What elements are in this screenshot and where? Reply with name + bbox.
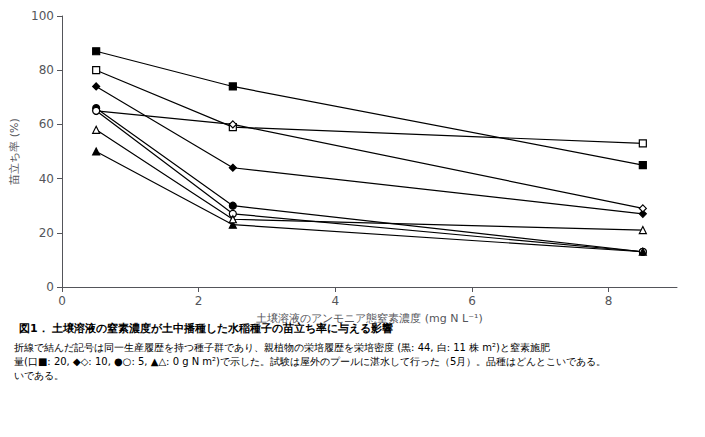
svg-text:いである。: いである。 — [14, 370, 64, 381]
svg-text:6: 6 — [468, 294, 476, 308]
svg-text:0: 0 — [58, 294, 66, 308]
svg-text:2: 2 — [195, 294, 203, 308]
svg-text:20: 20 — [39, 226, 54, 240]
svg-text:100: 100 — [31, 9, 54, 23]
svg-text:土壌溶液のアンモニア態窒素濃度 (mg N L⁻¹): 土壌溶液のアンモニア態窒素濃度 (mg N L⁻¹) — [256, 312, 483, 325]
svg-text:折線で結んだ記号は同一生産履歴を持つ種子群であり、親植物の栄: 折線で結んだ記号は同一生産履歴を持つ種子群であり、親植物の栄培履歴を栄培密度 (… — [14, 342, 550, 353]
svg-text:図1． 土壌溶液の窒素濃度が土中播種した水稲種子の苗立ち率に: 図1． 土壌溶液の窒素濃度が土中播種した水稲種子の苗立ち率に与える影響 — [19, 322, 393, 335]
svg-text:8: 8 — [605, 294, 613, 308]
svg-text:60: 60 — [39, 117, 54, 131]
svg-text:苗立ち率 (%): 苗立ち率 (%) — [8, 118, 21, 185]
svg-text:0: 0 — [46, 280, 54, 294]
svg-text:80: 80 — [39, 63, 54, 77]
svg-text:40: 40 — [39, 172, 54, 186]
svg-text:量(口■: 20, ◆◇: 10, ●○: 5, ▲△: 0: 量(口■: 20, ◆◇: 10, ●○: 5, ▲△: 0 g N m²)で示… — [14, 356, 606, 367]
svg-text:4: 4 — [332, 294, 340, 308]
